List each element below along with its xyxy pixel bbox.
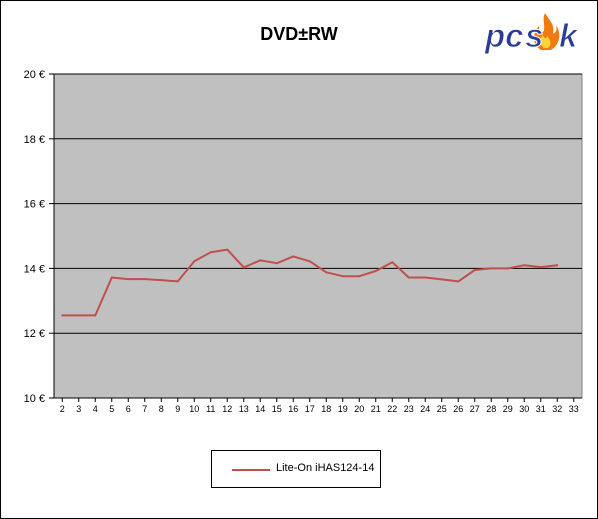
x-tick-label: 2 [60,404,65,414]
legend-label: Lite-On iHAS124-14 [276,462,375,474]
data-point [473,269,476,272]
x-tick-label: 4 [93,404,98,414]
x-tick-label: 24 [420,404,430,414]
svg-text:k: k [559,17,579,54]
data-point [556,264,559,267]
data-point [127,278,130,281]
data-point [506,267,509,270]
x-tick-label: 20 [354,404,364,414]
x-tick-label: 21 [371,404,381,414]
data-point [61,314,64,317]
y-tick-label: 12 € [24,328,45,340]
x-tick-label: 13 [239,404,249,414]
data-point [440,278,443,281]
data-point [341,275,344,278]
x-tick-label: 16 [288,404,298,414]
x-tick-label: 33 [569,404,579,414]
x-tick-label: 6 [126,404,131,414]
x-tick-label: 19 [338,404,348,414]
x-tick-label: 9 [175,404,180,414]
series-layer [61,248,559,317]
y-tick-label: 10 € [24,393,45,405]
data-point [539,266,542,269]
data-point [391,261,394,264]
x-tick-label: 22 [387,404,397,414]
x-tick-label: 3 [76,404,81,414]
x-tick-label: 30 [519,404,529,414]
x-tick-label: 29 [503,404,513,414]
x-tick-label: 31 [536,404,546,414]
data-point [193,260,196,263]
x-tick-label: 8 [159,404,164,414]
y-tick-label: 20 € [24,69,45,81]
y-tick-label: 16 € [24,199,45,211]
x-tick-label: 11 [206,404,215,414]
x-tick-label: 10 [189,404,199,414]
pcask-logo: pc k s [484,13,580,55]
x-tick-label: 17 [305,404,315,414]
svg-text:s: s [525,17,543,54]
data-point [176,280,179,283]
data-point [242,266,245,269]
x-tick-label: 18 [321,404,331,414]
x-tick-label: 5 [109,404,114,414]
data-point [358,275,361,278]
data-point [143,278,146,281]
data-point [94,314,97,317]
x-tick-label: 25 [437,404,447,414]
data-point [424,276,427,279]
logo-text: pc [484,17,524,54]
x-tick-label: 7 [142,404,147,414]
logo-flame-icon [534,13,560,50]
y-tick-label: 14 € [24,263,45,275]
data-point [457,280,460,283]
chart-title: DVD±RW [260,24,338,44]
data-point [325,271,328,274]
y-axis: 10 € 12 € 14 € 16 € 18 € 20 € [24,69,55,405]
x-tick-label: 32 [552,404,562,414]
plot-area [53,73,583,399]
data-point [110,276,113,279]
legend-swatch [232,469,270,471]
data-point [77,314,80,317]
data-point [209,251,212,254]
x-tick-label: 27 [470,404,480,414]
data-point [490,267,493,270]
data-point [523,264,526,267]
x-tick-label: 23 [404,404,414,414]
x-tick-label: 14 [255,404,265,414]
legend: Lite-On iHAS124-14 [211,450,381,488]
data-point [374,269,377,272]
data-point [275,262,278,265]
x-tick-label: 12 [222,404,232,414]
x-tick-label: 26 [453,404,463,414]
x-tick-label: 28 [486,404,496,414]
data-point [292,255,295,258]
data-point [226,248,229,251]
data-point [259,259,262,262]
data-point [308,260,311,263]
data-point [160,279,163,282]
y-tick-label: 18 € [24,134,45,146]
x-tick-label: 15 [272,404,282,414]
x-axis: 2 3 4 5 6 7 8 9 10 11 12 13 14 15 16 17 18 19 20 21 22 23 24 25… [54,397,582,414]
data-point [407,276,410,279]
